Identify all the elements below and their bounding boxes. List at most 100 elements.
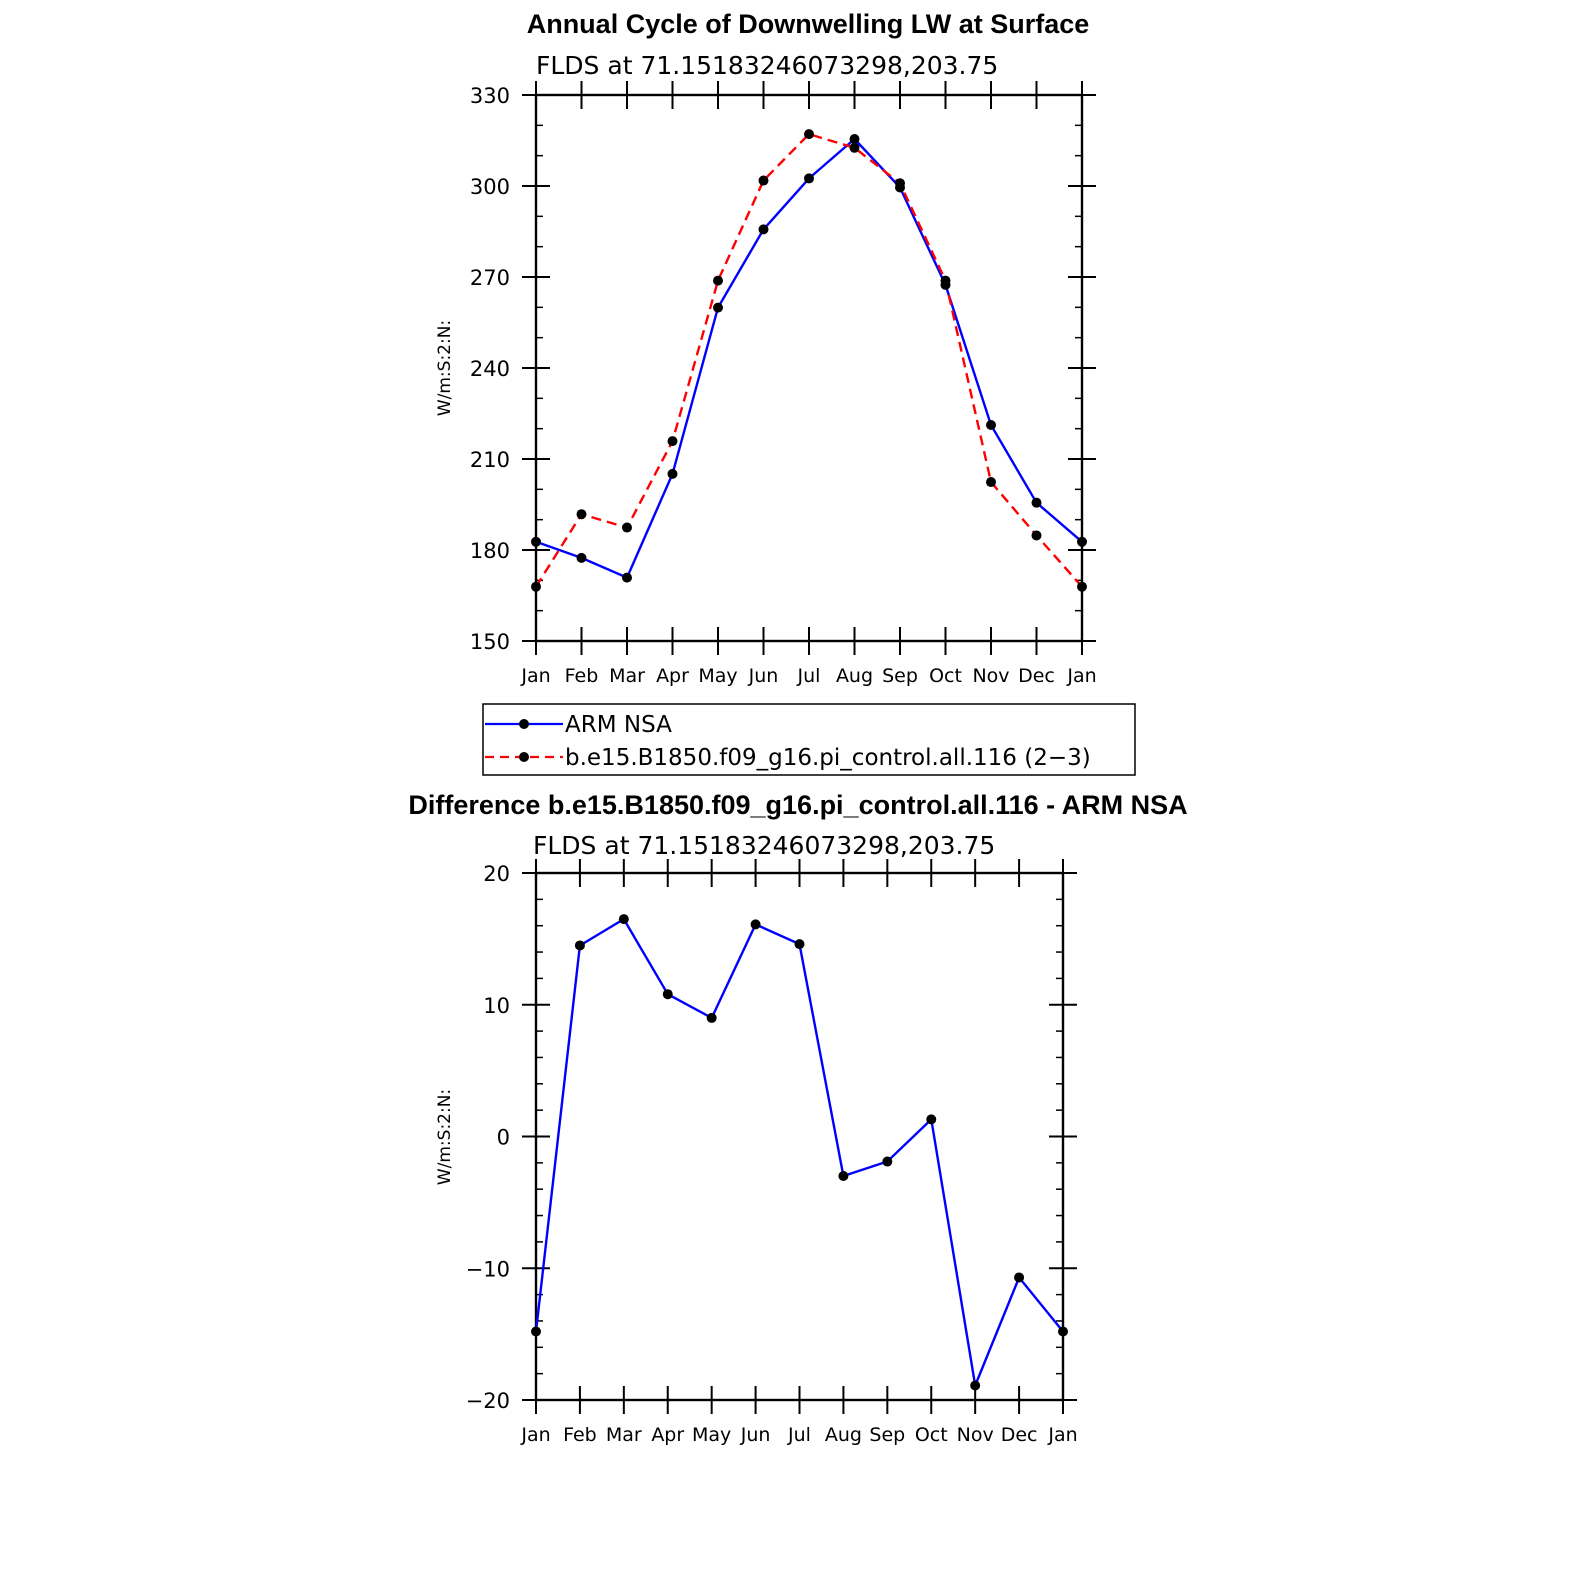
data-point-0 bbox=[882, 1156, 893, 1167]
data-point-0 bbox=[706, 1012, 717, 1023]
data-point-0 bbox=[804, 173, 814, 184]
plot-axes: 150 180 210 240 270 300 330 Jan Feb Mar Apr May Jun J… bbox=[470, 81, 1097, 687]
data-point-0 bbox=[1031, 497, 1042, 508]
x-tick-label: Aug bbox=[836, 665, 873, 687]
legend-label-arm-nsa: ARM NSA bbox=[565, 712, 672, 738]
series-markers bbox=[531, 129, 1087, 592]
x-tick-label: Dec bbox=[1001, 1424, 1038, 1446]
x-tick-label: Apr bbox=[651, 1424, 684, 1446]
series-markers bbox=[531, 914, 1068, 1391]
data-point-0 bbox=[758, 224, 769, 235]
y-tick-label: 150 bbox=[470, 630, 510, 654]
difference-chart: Difference b.e15.B1850.f09_g16.pi_contro… bbox=[408, 790, 1187, 1446]
y-tick-label: −10 bbox=[466, 1257, 510, 1281]
data-point-0 bbox=[531, 1326, 541, 1337]
data-point-1 bbox=[940, 275, 951, 286]
series-lines bbox=[534, 132, 1083, 588]
data-point-1 bbox=[1077, 581, 1087, 592]
y-axis-label: W/m:S:2:N: bbox=[435, 1089, 455, 1185]
annual-cycle-chart: Annual Cycle of Downwelling LW at Surfac… bbox=[435, 9, 1136, 776]
x-tick-label: Mar bbox=[609, 665, 645, 687]
x-tick-label: Jan bbox=[1047, 1424, 1077, 1446]
x-tick-label: Mar bbox=[606, 1424, 642, 1446]
x-tick-label: Sep bbox=[882, 665, 918, 687]
x-tick-label: Oct bbox=[915, 1424, 948, 1446]
data-point-1 bbox=[531, 581, 541, 592]
x-tick-label: Aug bbox=[825, 1424, 862, 1446]
x-tick-label: Nov bbox=[957, 1424, 994, 1446]
chart-subtitle: FLDS at 71.15183246073298,203.75 bbox=[536, 51, 998, 80]
legend: ARM NSA b.e15.B1850.f09_g16.pi_control.a… bbox=[482, 703, 1136, 776]
data-point-1 bbox=[622, 522, 632, 533]
data-point-0 bbox=[849, 133, 860, 144]
x-tick-label: Apr bbox=[656, 665, 689, 687]
plot-axes: −20 −10 0 10 20 Jan Feb Mar Apr May Jun Jul Aug Sep Oc… bbox=[466, 859, 1078, 1446]
data-point-1 bbox=[986, 477, 996, 488]
chart-title: Difference b.e15.B1850.f09_g16.pi_contro… bbox=[408, 790, 1187, 820]
y-tick-label: 10 bbox=[483, 994, 510, 1018]
series-lines bbox=[534, 917, 1064, 1387]
data-point-0 bbox=[970, 1380, 981, 1391]
y-tick-label: 180 bbox=[470, 539, 510, 563]
data-point-0 bbox=[574, 940, 585, 951]
legend-label-model: b.e15.B1850.f09_g16.pi_control.all.116 (… bbox=[565, 745, 1091, 771]
legend-box bbox=[482, 703, 1136, 776]
series-line-0 bbox=[535, 137, 1083, 579]
data-point-0 bbox=[838, 1171, 849, 1182]
data-point-1 bbox=[713, 275, 723, 286]
data-point-1 bbox=[804, 129, 814, 140]
y-tick-label: 330 bbox=[470, 84, 510, 108]
x-tick-label: May bbox=[698, 665, 737, 687]
x-tick-label: Jun bbox=[748, 665, 779, 687]
data-point-0 bbox=[750, 919, 761, 930]
y-tick-label: −20 bbox=[466, 1389, 510, 1413]
y-tick-label: 270 bbox=[470, 266, 510, 290]
data-point-1 bbox=[576, 509, 587, 520]
data-point-0 bbox=[1058, 1326, 1068, 1337]
series-line-0 bbox=[534, 917, 1064, 1387]
x-tick-label: Oct bbox=[929, 665, 962, 687]
data-point-1 bbox=[1031, 530, 1042, 541]
data-point-0 bbox=[713, 302, 723, 313]
y-tick-label: 210 bbox=[470, 448, 510, 472]
x-tick-label: Jan bbox=[520, 665, 550, 687]
data-point-0 bbox=[1014, 1272, 1025, 1283]
plot-frame bbox=[534, 871, 1065, 1402]
chart-title: Annual Cycle of Downwelling LW at Surfac… bbox=[527, 9, 1090, 39]
x-tick-label: Jul bbox=[787, 1424, 811, 1446]
data-point-1 bbox=[667, 436, 678, 447]
data-point-0 bbox=[1077, 536, 1087, 547]
y-tick-label: 300 bbox=[470, 175, 510, 199]
y-axis-label: W/m:S:2:N: bbox=[435, 320, 455, 416]
data-point-0 bbox=[926, 1114, 937, 1125]
x-tick-label: Feb bbox=[563, 1424, 597, 1446]
data-point-0 bbox=[986, 420, 996, 431]
data-point-0 bbox=[622, 572, 632, 583]
y-tick-label: 0 bbox=[497, 1126, 510, 1150]
x-tick-label: Jan bbox=[520, 1424, 550, 1446]
data-point-1 bbox=[849, 142, 860, 153]
y-tick-label: 20 bbox=[483, 862, 510, 886]
data-point-1 bbox=[895, 178, 905, 189]
legend-marker-model bbox=[519, 752, 529, 762]
data-point-0 bbox=[662, 989, 673, 1000]
data-point-0 bbox=[618, 914, 629, 925]
data-point-1 bbox=[758, 175, 769, 186]
data-point-0 bbox=[576, 552, 587, 563]
x-tick-label: Dec bbox=[1018, 665, 1055, 687]
x-tick-label: Jul bbox=[797, 665, 821, 687]
y-tick-label: 240 bbox=[470, 357, 510, 381]
x-tick-label: May bbox=[692, 1424, 731, 1446]
x-tick-label: Jun bbox=[740, 1424, 771, 1446]
data-point-0 bbox=[667, 468, 678, 479]
legend-marker-arm-nsa bbox=[519, 719, 529, 729]
data-point-0 bbox=[531, 536, 541, 547]
x-tick-label: Jan bbox=[1066, 665, 1096, 687]
x-tick-label: Sep bbox=[869, 1424, 905, 1446]
data-point-0 bbox=[794, 939, 805, 950]
x-tick-label: Nov bbox=[972, 665, 1009, 687]
chart-subtitle: FLDS at 71.15183246073298,203.75 bbox=[533, 831, 995, 860]
series-line-1 bbox=[534, 132, 1083, 588]
x-tick-label: Feb bbox=[565, 665, 599, 687]
